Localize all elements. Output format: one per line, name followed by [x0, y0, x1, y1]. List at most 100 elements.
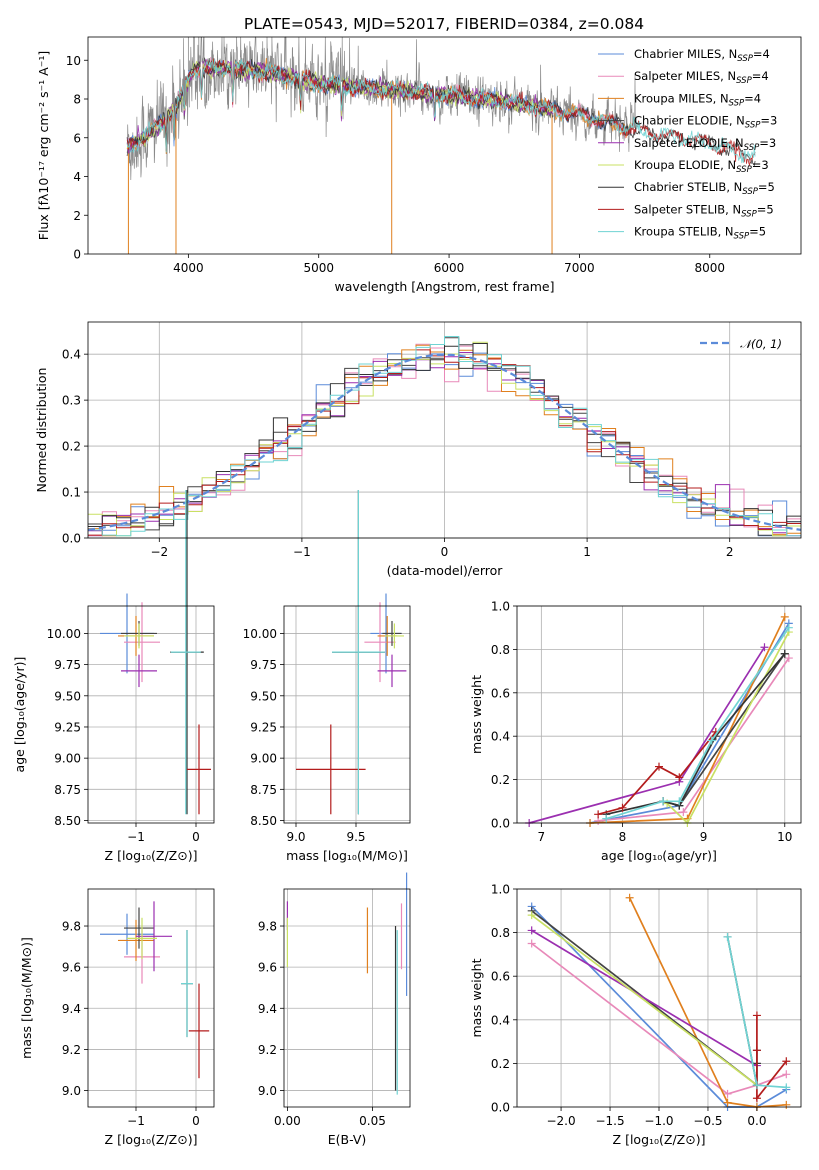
mass_vs_EBV-ytick-label: 9.8 — [258, 920, 277, 934]
mass_weight_vs_Z-ytick-label: 0.6 — [491, 970, 510, 984]
mass_weight_vs_Z-ytick-label: 0.2 — [491, 1057, 510, 1071]
legend-label-kroupa_miles: Kroupa MILES, NSSP=4 — [634, 91, 761, 108]
marker-kroupa_stelib — [602, 814, 611, 823]
legend-label-text: Salpeter MILES, N — [634, 69, 736, 83]
marker-kroupa_stelib — [659, 797, 668, 806]
mass_weight_vs_Z-xtick-label: −1.5 — [595, 1114, 624, 1128]
residuals-xlabel: (data-model)/error — [387, 563, 504, 578]
age_vs_mass-ytick-label: 9.75 — [250, 658, 277, 672]
age_vs_Z-xlabel: Z [log₁₀(Z/Z⊙)] — [105, 848, 198, 863]
mass_vs_Z-ytick-label: 9.6 — [62, 961, 81, 975]
marker-salpeter_stelib — [594, 810, 603, 819]
age_vs_mass-ytick-label: 9.25 — [250, 720, 277, 734]
series-kroupa_elodie — [531, 914, 758, 1086]
residuals-ytick-label: 0.2 — [62, 440, 81, 454]
spectrum-ytick-label: 0 — [73, 248, 81, 262]
legend-label-text: Salpeter STELIB, N — [634, 202, 741, 216]
age_vs_Z-ytick-label: 9.75 — [54, 658, 81, 672]
mass_weight_vs_Z-xtick-label: 0.0 — [747, 1114, 766, 1128]
marker-salpeter_stelib — [752, 1011, 761, 1020]
residuals-frame — [87, 321, 802, 539]
legend-label-sub: SSP — [744, 143, 760, 153]
legend-label-text: Chabrier MILES, N — [634, 47, 737, 61]
legend-label-sub: SSP — [729, 98, 745, 108]
mass_vs_EBV-frame — [283, 888, 411, 1108]
legend-label-salpeter_miles: Salpeter MILES, NSSP=4 — [634, 69, 769, 86]
legend-label-suffix: =4 — [753, 47, 770, 61]
legend-label-sub: SSP — [741, 209, 757, 219]
marker-kroupa_miles — [782, 1100, 791, 1109]
residuals-xtick-label: 1 — [583, 545, 591, 559]
spectrum-ytick-label: 4 — [73, 170, 81, 184]
marker-salpeter_stelib — [618, 803, 627, 812]
mass_vs_EBV-ytick-label: 9.2 — [258, 1043, 277, 1057]
age_vs_Z-ytick-label: 9.50 — [54, 689, 81, 703]
legend-label-text: Salpeter ELODIE, N — [634, 136, 744, 150]
mass_weight_vs_age-xtick-label: 7 — [538, 830, 546, 844]
mass_vs_EBV-ytick-label: 9.4 — [258, 1002, 277, 1016]
legend-label-sub: SSP — [742, 187, 758, 197]
residual-hist-salpeter_stelib — [88, 349, 801, 536]
mass_vs_EBV-xtick-label: 0.00 — [274, 1114, 301, 1128]
mass_weight_vs_Z-ytick-label: 1.0 — [491, 883, 510, 897]
marker-salpeter_stelib — [752, 1046, 761, 1055]
marker-kroupa_stelib — [782, 1083, 791, 1092]
mass_vs_Z-xlabel: Z [log₁₀(Z/Z⊙)] — [105, 1132, 198, 1147]
mass_vs_EBV-xlabel: E(B-V) — [328, 1132, 367, 1147]
legend-label-suffix: =3 — [760, 114, 777, 128]
mass_vs_Z-frame — [87, 888, 215, 1108]
legend-label-chabrier_stelib: Chabrier STELIB, NSSP=5 — [634, 180, 775, 197]
series-salpeter_stelib — [756, 1015, 787, 1101]
chart-title: PLATE=0543, MJD=52017, FIBERID=0384, z=0… — [244, 15, 644, 33]
marker-kroupa_miles — [780, 612, 789, 621]
mass_vs_Z-ylabel: mass [log₁₀(M/M⊙)] — [19, 937, 34, 1059]
residuals-ytick-label: 0.1 — [62, 486, 81, 500]
legend-label-salpeter_elodie: Salpeter ELODIE, NSSP=3 — [634, 136, 776, 153]
mass_weight_vs_age-frame — [516, 605, 802, 824]
legend-label-chabrier_elodie: Chabrier ELODIE, NSSP=3 — [634, 114, 777, 131]
legend-label-text: Chabrier ELODIE, N — [634, 114, 745, 128]
legend-label-suffix: =4 — [744, 91, 761, 105]
legend-label-text: Kroupa MILES, N — [634, 91, 729, 105]
mass_weight_vs_age-ytick-label: 0.0 — [491, 817, 510, 831]
mass_vs_Z-xtick-label: 0 — [192, 1114, 200, 1128]
legend-label-suffix: =5 — [758, 180, 775, 194]
marker-salpeter_elodie — [527, 926, 536, 935]
mass_weight_vs_age-ytick-label: 0.8 — [491, 643, 510, 657]
spectrum-ylabel: Flux [fλ10⁻¹⁷ erg cm⁻² s⁻¹ A⁻¹] — [36, 51, 51, 240]
spectrum-frame — [87, 36, 802, 255]
legend-label-suffix: =4 — [752, 69, 769, 83]
residuals-xtick-label: 0 — [441, 545, 449, 559]
marker-salpeter_miles — [723, 1089, 732, 1098]
spectrum-ytick-label: 2 — [73, 209, 81, 223]
age_vs_Z-ylabel: age [log₁₀(age/yr)] — [12, 657, 27, 773]
mass_weight_vs_age-xtick-label: 8 — [619, 830, 627, 844]
residual-hist-kroupa_stelib — [88, 336, 801, 537]
age_vs_mass-xtick-label: 9.5 — [346, 830, 365, 844]
legend-label-text: Kroupa STELIB, N — [634, 225, 734, 239]
mass_vs_EBV-ytick-label: 9.6 — [258, 961, 277, 975]
marker-salpeter_stelib — [675, 773, 684, 782]
mass_vs_Z-ytick-label: 9.0 — [62, 1084, 81, 1098]
series-kroupa_miles — [628, 897, 787, 1108]
spectrum-ytick-label: 10 — [66, 54, 81, 68]
legend-label-suffix: =3 — [759, 136, 776, 150]
marker-salpeter_miles — [679, 808, 688, 817]
spectrum-ytick-label: 8 — [73, 93, 81, 107]
series-chabrier_stelib — [606, 653, 786, 816]
mass_weight_vs_age-xtick-label: 10 — [777, 830, 792, 844]
marker-salpeter_elodie — [760, 643, 769, 652]
age_vs_Z-ytick-label: 8.50 — [54, 814, 81, 828]
age_vs_Z-ytick-label: 9.25 — [54, 720, 81, 734]
spectrum-xlabel: wavelength [Angstrom, rest frame] — [334, 279, 554, 294]
age_vs_mass-ytick-label: 8.50 — [250, 814, 277, 828]
mass_weight_vs_age-xlabel: age [log₁₀(age/yr)] — [601, 848, 717, 863]
age_vs_Z-frame — [87, 605, 215, 824]
marker-kroupa_stelib — [707, 736, 716, 745]
marker-salpeter_miles — [784, 654, 793, 663]
mass_vs_EBV-xtick-label: 0.05 — [359, 1114, 386, 1128]
legend-label-kroupa_elodie: Kroupa ELODIE, NSSP=3 — [634, 158, 769, 175]
marker-salpeter_stelib — [655, 762, 663, 771]
mass_weight_vs_Z-xlabel: Z [log₁₀(Z/Z⊙)] — [613, 1132, 706, 1147]
legend-label-sub: SSP — [745, 121, 761, 131]
